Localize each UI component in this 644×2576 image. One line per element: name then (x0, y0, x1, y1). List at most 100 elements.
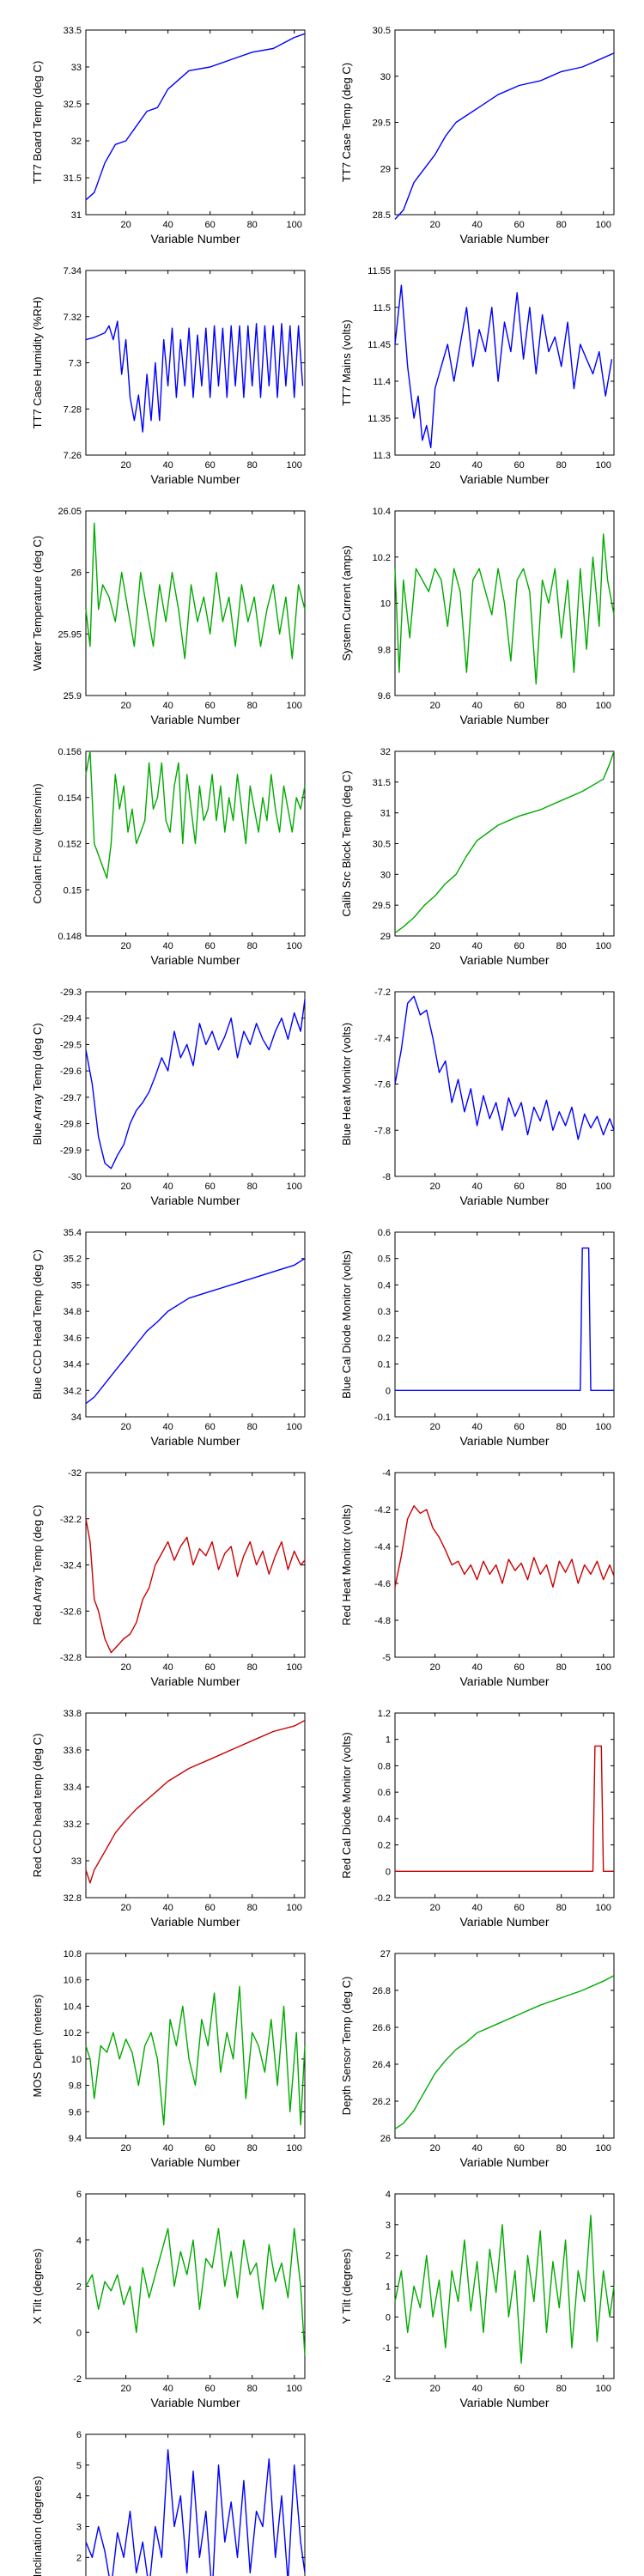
x-axis-label: Variable Number (150, 2396, 240, 2409)
x-tick-label: 100 (596, 941, 611, 951)
x-tick-label: 100 (596, 1422, 611, 1432)
y-tick-label: 0 (386, 1386, 391, 1396)
y-axis-label: System Current (amps) (340, 545, 353, 660)
x-tick-label: 40 (472, 701, 483, 711)
x-tick-label: 20 (120, 941, 131, 951)
series-line (85, 750, 306, 879)
y-tick-label: 0 (386, 2312, 391, 2323)
x-tick-label: 60 (514, 1422, 525, 1432)
x-axis-label: Variable Number (150, 1434, 240, 1448)
panel-9: -30 -29.9 -29.8 -29.7 -29.6 -29.5 -29.4 -29.3 20… (31, 987, 306, 1207)
y-axis-label: X Tilt (degrees) (31, 2248, 44, 2324)
y-axis-label: Blue Heat Monitor (volts) (340, 1023, 353, 1145)
plot-frame (85, 1231, 306, 1418)
x-tick-label: 100 (596, 460, 611, 471)
y-tick-label: 9.6 (378, 691, 391, 702)
panel-19: -2 0 2 4 6 20 40 60 80 100 Variable Number X Tilt (… (31, 2190, 306, 2409)
y-tick-label: -7.6 (374, 1080, 391, 1091)
y-tick-label: 0.4 (378, 1814, 391, 1825)
y-tick-label: 0.2 (378, 1841, 391, 1851)
y-tick-label: 7.26 (64, 451, 82, 461)
y-tick-label: 31.5 (64, 173, 82, 184)
x-tick-label: 80 (556, 701, 567, 711)
y-tick-label: 2 (76, 2282, 82, 2293)
x-tick-label: 40 (472, 2384, 483, 2394)
x-tick-label: 100 (287, 701, 302, 711)
panel-16: -0.2 0 0.2 0.4 0.6 0.8 1 1.2 20 40 60 80 100 Variable… (340, 1709, 615, 1929)
series-line (85, 1985, 306, 2126)
x-tick-label: 80 (556, 460, 567, 471)
x-tick-label: 60 (514, 460, 525, 471)
panel-8: 29 29.5 30 30.5 31 31.5 32 20 40 60 80 100 Variable … (340, 747, 615, 967)
x-tick-label: 60 (514, 2143, 525, 2154)
panel-17: 9.4 9.6 9.8 10 10.2 10.4 10.6 10.8 20 40 60 80 100 Va… (31, 1949, 306, 2169)
x-axis-label: Variable Number (150, 232, 240, 246)
y-tick-label: 34.6 (64, 1334, 82, 1344)
y-axis-label: Depth Sensor Temp (deg C) (340, 1977, 353, 2116)
y-tick-label: -32.4 (60, 1561, 82, 1571)
plot-frame (394, 750, 615, 937)
y-tick-label: 33.5 (64, 26, 82, 36)
y-tick-label: 10.2 (373, 553, 391, 563)
x-tick-label: 40 (163, 2384, 173, 2394)
x-tick-label: 40 (163, 1662, 173, 1673)
x-tick-label: 100 (287, 2384, 302, 2394)
y-tick-label: 29.5 (373, 901, 391, 911)
y-tick-label: -7.2 (374, 987, 391, 998)
x-axis-label: Variable Number (459, 713, 549, 726)
y-tick-label: 32 (71, 137, 82, 147)
y-tick-label: 11.4 (373, 377, 391, 387)
plot-frame (85, 510, 306, 696)
plot-frame (394, 1472, 615, 1658)
x-tick-label: 40 (163, 941, 173, 951)
y-tick-label: 7.34 (64, 266, 82, 276)
x-tick-label: 100 (287, 1422, 302, 1432)
y-axis-label: TT7 Case Humidity (%RH) (31, 297, 44, 429)
x-tick-label: 20 (120, 2384, 131, 2394)
y-tick-label: 33.6 (64, 1746, 82, 1756)
y-tick-label: 9.8 (378, 645, 391, 655)
y-axis-label: MOS Depth (meters) (31, 1995, 44, 2098)
y-tick-label: 25.95 (58, 629, 82, 640)
x-tick-label: 80 (556, 2143, 567, 2154)
x-tick-label: 100 (596, 701, 611, 711)
y-tick-label: 6 (76, 2190, 82, 2200)
plot-frame (85, 29, 306, 216)
x-tick-label: 60 (514, 1182, 525, 1192)
x-axis-label: Variable Number (150, 2155, 240, 2169)
y-tick-label: 0.6 (378, 1228, 391, 1238)
y-tick-label: 35.2 (64, 1255, 82, 1265)
plot-frame (85, 991, 306, 1177)
x-tick-label: 80 (556, 1422, 567, 1432)
x-tick-label: 40 (472, 1422, 483, 1432)
x-tick-label: 80 (247, 701, 258, 711)
y-axis-label: Coolant Flow (liters/min) (31, 783, 44, 903)
plot-frame (394, 1712, 615, 1899)
y-tick-label: 2 (76, 2553, 82, 2563)
y-tick-label: 35.4 (64, 1228, 82, 1238)
y-tick-label: 26.2 (373, 2097, 391, 2107)
x-tick-label: 20 (120, 701, 131, 711)
y-axis-label: Red CCD head temp (deg C) (31, 1734, 44, 1878)
y-tick-label: -0.2 (374, 1893, 391, 1904)
x-tick-label: 60 (514, 1903, 525, 1913)
x-tick-label: 80 (247, 2143, 258, 2154)
series-line (85, 1719, 306, 1884)
x-tick-label: 80 (247, 1903, 258, 1913)
y-tick-label: 10.2 (64, 2028, 82, 2038)
x-axis-label: Variable Number (459, 953, 549, 967)
x-tick-label: 20 (429, 1422, 440, 1432)
x-tick-label: 60 (205, 2384, 216, 2394)
y-tick-label: 25.9 (64, 691, 82, 702)
x-tick-label: 60 (205, 1662, 216, 1673)
series-line (85, 522, 306, 659)
x-tick-label: 20 (429, 1182, 440, 1192)
x-tick-label: 20 (429, 1662, 440, 1673)
panel-15: 32.8 33 33.2 33.4 33.6 33.8 20 40 60 80 100 Variabl… (31, 1709, 306, 1929)
plot-frame (85, 1712, 306, 1899)
y-tick-label: 29 (380, 164, 391, 174)
panel-12: -0.1 0 0.1 0.2 0.3 0.4 0.5 0.6 20 40 60 80 100 Variab… (340, 1228, 615, 1448)
x-tick-label: 20 (120, 2143, 131, 2154)
panel-4: 11.3 11.35 11.4 11.45 11.5 11.55 20 40 60 80 100 Va… (340, 266, 615, 486)
series-line (85, 33, 306, 201)
